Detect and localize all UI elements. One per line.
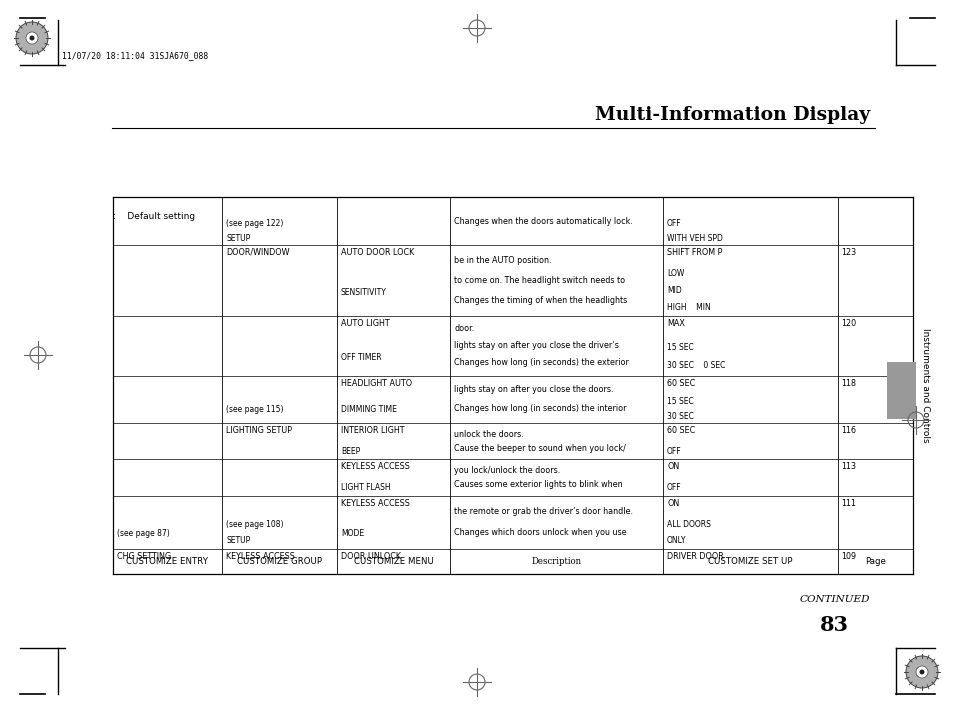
- Text: 60 SEC: 60 SEC: [666, 378, 695, 388]
- Text: CUSTOMIZE MENU: CUSTOMIZE MENU: [354, 557, 433, 566]
- Text: Multi-Information Display: Multi-Information Display: [594, 106, 869, 124]
- Text: :    Default setting: : Default setting: [112, 212, 194, 222]
- Circle shape: [915, 666, 927, 678]
- Text: 30 SEC: 30 SEC: [666, 412, 693, 421]
- Text: door.: door.: [454, 324, 474, 334]
- Text: be in the AUTO position.: be in the AUTO position.: [454, 256, 551, 265]
- Text: Cause the beeper to sound when you lock/: Cause the beeper to sound when you lock/: [454, 444, 625, 453]
- Text: SHIFT FROM P: SHIFT FROM P: [666, 248, 721, 257]
- Text: 60 SEC: 60 SEC: [666, 426, 695, 435]
- Text: DRIVER DOOR: DRIVER DOOR: [666, 552, 723, 561]
- Text: 30 SEC    0 SEC: 30 SEC 0 SEC: [666, 361, 724, 370]
- Text: Causes some exterior lights to blink when: Causes some exterior lights to blink whe…: [454, 481, 622, 489]
- Text: CUSTOMIZE ENTRY: CUSTOMIZE ENTRY: [127, 557, 208, 566]
- Text: Description: Description: [531, 557, 581, 566]
- Text: (see page 108): (see page 108): [226, 520, 283, 528]
- Text: the remote or grab the driver’s door handle.: the remote or grab the driver’s door han…: [454, 507, 633, 516]
- Text: Changes which doors unlock when you use: Changes which doors unlock when you use: [454, 528, 626, 537]
- Text: Changes how long (in seconds) the interior: Changes how long (in seconds) the interi…: [454, 405, 626, 413]
- Text: Changes the timing of when the headlights: Changes the timing of when the headlight…: [454, 297, 627, 305]
- Text: BEEP: BEEP: [340, 447, 359, 456]
- Text: Changes when the doors automatically lock.: Changes when the doors automatically loc…: [454, 217, 633, 226]
- Text: DOOR UNLOCK: DOOR UNLOCK: [340, 552, 400, 561]
- Text: ON: ON: [666, 499, 679, 508]
- Text: CONTINUED: CONTINUED: [800, 596, 869, 604]
- Text: DOOR/WINDOW: DOOR/WINDOW: [226, 248, 290, 257]
- Text: CUSTOMIZE GROUP: CUSTOMIZE GROUP: [236, 557, 322, 566]
- Text: lights stay on after you close the doors.: lights stay on after you close the doors…: [454, 386, 613, 394]
- Text: 118: 118: [841, 378, 856, 388]
- Text: AUTO LIGHT: AUTO LIGHT: [340, 320, 389, 328]
- Text: CHG SETTING: CHG SETTING: [116, 552, 171, 561]
- Text: you lock/unlock the doors.: you lock/unlock the doors.: [454, 466, 560, 475]
- Text: (see page 87): (see page 87): [116, 529, 169, 537]
- Text: LOW: LOW: [666, 270, 683, 278]
- Text: MODE: MODE: [340, 529, 363, 537]
- Circle shape: [919, 670, 923, 674]
- Text: MAX: MAX: [666, 320, 684, 328]
- Text: INTERIOR LIGHT: INTERIOR LIGHT: [340, 426, 404, 435]
- Text: 83: 83: [820, 615, 848, 635]
- Text: (see page 122): (see page 122): [226, 219, 283, 228]
- Text: CUSTOMIZE SET UP: CUSTOMIZE SET UP: [707, 557, 792, 566]
- Text: 113: 113: [841, 462, 856, 471]
- Text: KEYLESS ACCESS: KEYLESS ACCESS: [226, 552, 294, 561]
- Text: AUTO DOOR LOCK: AUTO DOOR LOCK: [340, 248, 414, 257]
- Text: ON: ON: [666, 462, 679, 471]
- Text: HIGH    MIN: HIGH MIN: [666, 302, 710, 312]
- Text: SENSITIVITY: SENSITIVITY: [340, 288, 386, 297]
- Text: Page: Page: [864, 557, 884, 566]
- Text: KEYLESS ACCESS: KEYLESS ACCESS: [340, 499, 409, 508]
- Circle shape: [30, 36, 34, 40]
- Text: DIMMING TIME: DIMMING TIME: [340, 405, 396, 415]
- Text: KEYLESS ACCESS: KEYLESS ACCESS: [340, 462, 409, 471]
- Text: to come on. The headlight switch needs to: to come on. The headlight switch needs t…: [454, 276, 625, 285]
- Text: WITH VEH SPD: WITH VEH SPD: [666, 234, 722, 243]
- Circle shape: [905, 656, 937, 688]
- Text: 15 SEC: 15 SEC: [666, 398, 693, 406]
- Text: OFF: OFF: [666, 447, 681, 456]
- Text: 111: 111: [841, 499, 856, 508]
- Text: 15 SEC: 15 SEC: [666, 343, 693, 351]
- Text: Instruments and Controls: Instruments and Controls: [921, 328, 929, 443]
- Text: HEADLIGHT AUTO: HEADLIGHT AUTO: [340, 378, 412, 388]
- Text: OFF: OFF: [666, 219, 681, 228]
- Text: MID: MID: [666, 286, 681, 295]
- Text: 109: 109: [841, 552, 856, 561]
- Text: 116: 116: [841, 426, 856, 435]
- Text: ONLY: ONLY: [666, 535, 686, 545]
- Text: 123: 123: [841, 248, 856, 257]
- Circle shape: [26, 32, 38, 44]
- Text: SETUP: SETUP: [226, 535, 251, 545]
- Circle shape: [16, 22, 48, 54]
- Text: (see page 115): (see page 115): [226, 405, 283, 415]
- Text: OFF: OFF: [666, 483, 681, 492]
- Text: lights stay on after you close the driver’s: lights stay on after you close the drive…: [454, 342, 618, 351]
- Text: LIGHTING SETUP: LIGHTING SETUP: [226, 426, 292, 435]
- Text: OFF TIMER: OFF TIMER: [340, 353, 381, 362]
- Text: 11/07/20 18:11:04 31SJA670_088: 11/07/20 18:11:04 31SJA670_088: [62, 51, 208, 60]
- Text: Changes how long (in seconds) the exterior: Changes how long (in seconds) the exteri…: [454, 359, 629, 367]
- Bar: [886, 362, 915, 419]
- Text: 120: 120: [841, 320, 856, 328]
- Text: unlock the doors.: unlock the doors.: [454, 430, 523, 439]
- Text: LIGHT FLASH: LIGHT FLASH: [340, 483, 390, 492]
- Text: ALL DOORS: ALL DOORS: [666, 520, 710, 528]
- Text: SETUP: SETUP: [226, 234, 251, 243]
